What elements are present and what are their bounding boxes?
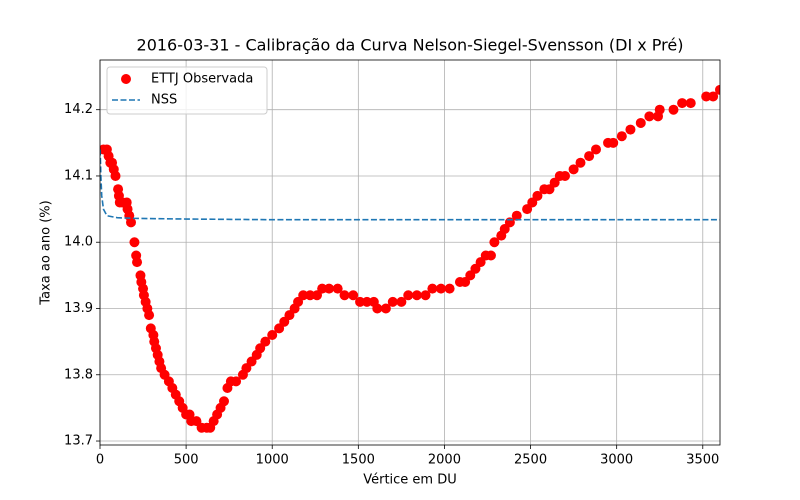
x-tick-label: 1500	[342, 453, 375, 468]
grid	[99, 60, 720, 445]
data-point	[387, 296, 398, 307]
x-tick-label: 2500	[514, 453, 547, 468]
data-point	[685, 98, 696, 109]
data-point	[317, 283, 328, 294]
legend-label: NSS	[151, 93, 177, 108]
y-tick-label: 14.2	[64, 102, 93, 117]
x-axis-label: Vértice em DU	[363, 473, 457, 488]
data-point	[715, 84, 720, 95]
data-point	[324, 283, 335, 294]
legend-marker	[121, 74, 131, 84]
chart-title: 2016-03-31 - Calibração da Curva Nelson-…	[137, 36, 684, 55]
data-point	[668, 104, 679, 115]
data-point	[560, 170, 570, 181]
data-point	[608, 137, 619, 148]
data-point	[568, 164, 579, 175]
data-point	[485, 250, 496, 261]
data-point	[403, 290, 414, 301]
data-point	[584, 151, 595, 162]
data-point	[132, 257, 143, 268]
data-point	[129, 237, 140, 248]
y-tick-label: 13.9	[64, 301, 93, 316]
data-point	[411, 290, 422, 301]
data-point	[355, 296, 366, 307]
data-point	[444, 283, 455, 294]
data-point	[708, 91, 719, 102]
legend: ETTJ Observada NSS	[106, 66, 268, 115]
data-point	[380, 303, 391, 314]
data-point	[575, 157, 586, 168]
data-point	[625, 124, 636, 135]
data-point	[677, 98, 688, 109]
data-point	[489, 237, 500, 248]
x-tick-label: 2000	[428, 453, 461, 468]
data-point	[110, 170, 121, 181]
data-point	[420, 290, 431, 301]
x-tick-label: 0	[96, 453, 104, 468]
data-point	[219, 396, 229, 407]
y-tick-label: 14.0	[64, 235, 93, 250]
y-tick-label: 14.1	[64, 168, 93, 183]
legend-label: ETTJ Observada	[151, 72, 253, 87]
data-point	[298, 290, 309, 301]
data-point	[144, 310, 155, 321]
data-point	[591, 144, 601, 155]
data-point	[511, 210, 522, 221]
data-point	[654, 104, 665, 115]
data-point	[701, 91, 712, 102]
data-point	[532, 190, 543, 201]
y-tick-label: 13.8	[64, 367, 93, 382]
x-tick-label: 3000	[600, 453, 633, 468]
data-point	[644, 111, 655, 122]
data-point	[616, 131, 627, 142]
data-point	[635, 117, 646, 128]
data-point	[361, 296, 372, 307]
y-tick-label: 13.7	[64, 434, 93, 449]
x-tick-label: 500	[174, 453, 199, 468]
data-point	[260, 336, 271, 347]
data-point	[339, 290, 350, 301]
y-axis-label: Taxa ao ano (%)	[39, 200, 54, 305]
data-point	[396, 296, 407, 307]
data-line	[100, 149, 720, 221]
data-point	[372, 303, 383, 314]
data-point	[267, 330, 278, 340]
data-point	[305, 290, 316, 301]
data-point	[332, 283, 343, 294]
plot-area	[100, 84, 720, 433]
x-tick-label: 3500	[686, 453, 719, 468]
data-point	[231, 376, 242, 387]
data-point	[427, 283, 438, 294]
legend-box	[106, 66, 268, 115]
data-point	[348, 290, 359, 301]
data-point	[436, 283, 446, 294]
x-tick-label: 1000	[256, 453, 289, 468]
axes-frame	[99, 59, 721, 446]
data-point	[126, 217, 136, 228]
